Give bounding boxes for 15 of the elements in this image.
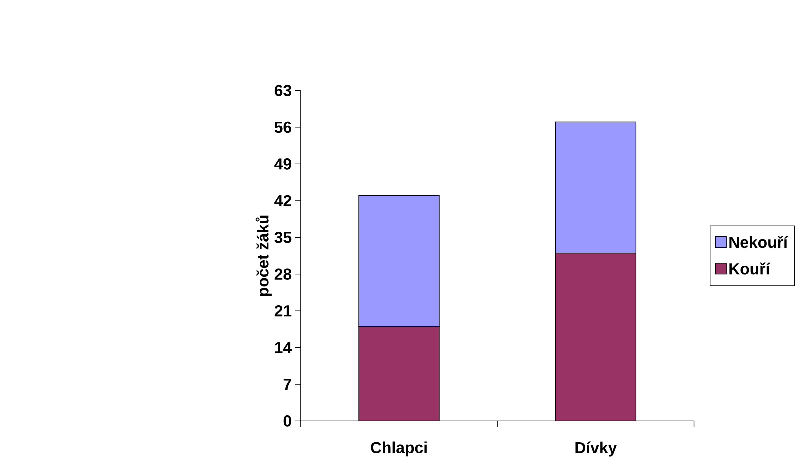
y-tick-label: 21 bbox=[274, 306, 292, 317]
y-tick-label: 56 bbox=[274, 122, 292, 134]
x-tick-label: Chlapci bbox=[371, 442, 427, 457]
y-tick-label: 42 bbox=[274, 196, 292, 207]
y-tick-label: 35 bbox=[274, 232, 292, 244]
y-tick-label: 49 bbox=[274, 158, 292, 170]
y-tick-label: 63 bbox=[274, 85, 292, 97]
y-axis-title: počet žáků bbox=[256, 216, 272, 296]
y-tick-label: 28 bbox=[274, 268, 292, 280]
legend-label: Kouří bbox=[730, 262, 771, 275]
y-tick-label: 14 bbox=[275, 342, 292, 354]
legend-label: Nekouří bbox=[730, 236, 788, 248]
x-tick-label: Dívky bbox=[576, 442, 618, 458]
y-tick-label: 7 bbox=[284, 379, 292, 390]
y-tick-label: 0 bbox=[284, 416, 292, 428]
